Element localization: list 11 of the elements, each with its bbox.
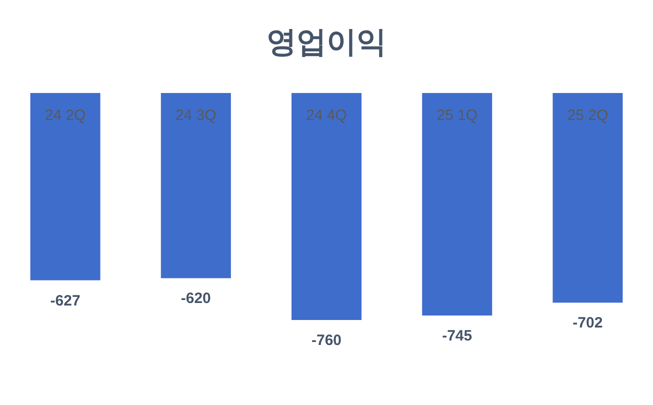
data-label: -627 <box>50 292 80 310</box>
chart-title: 영업이익 <box>266 25 386 60</box>
data-label: -702 <box>572 314 603 332</box>
x-tick-label: 24 3Q <box>175 107 216 124</box>
data-label: -745 <box>442 328 472 345</box>
x-tick-label: 24 4Q <box>306 107 347 124</box>
x-tick-label: 25 2Q <box>567 107 608 124</box>
data-label: -620 <box>180 290 211 308</box>
data-label: -760 <box>311 332 342 349</box>
x-tick-label: 25 1Q <box>436 107 478 124</box>
x-tick-label: 24 2Q <box>44 107 86 124</box>
